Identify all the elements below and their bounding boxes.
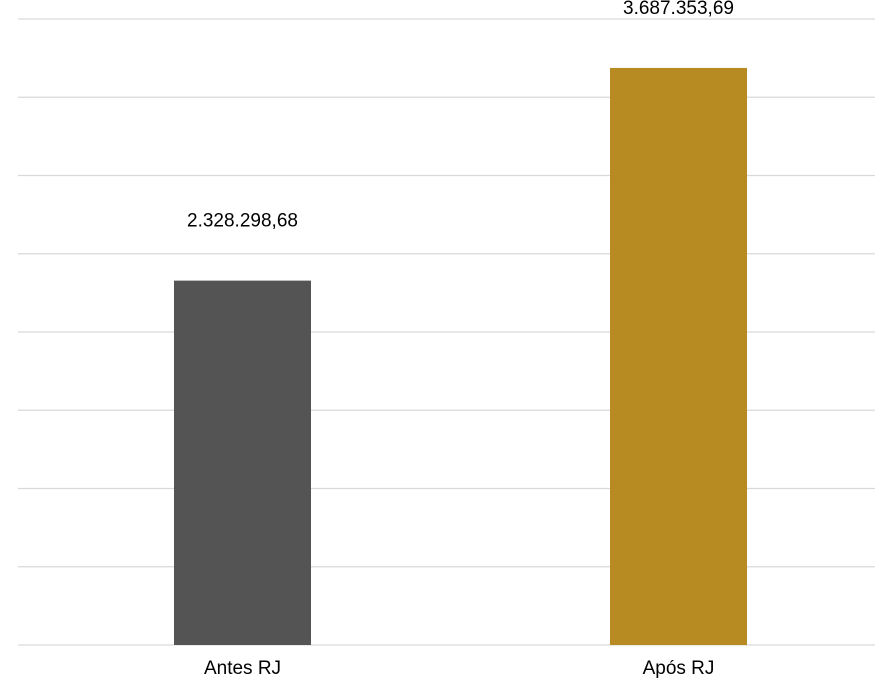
x-axis-tick-label: Após RJ	[643, 658, 715, 679]
bar-value-label: 2.328.298,68	[187, 211, 298, 232]
gridlines	[18, 18, 875, 646]
bar-2	[610, 67, 747, 646]
x-axis-tick-label: Antes RJ	[204, 658, 281, 679]
bars	[174, 67, 747, 646]
bar-value-label: 3.687.353,69	[623, 0, 734, 19]
data-labels: 2.328.298,68 3.687.353,69	[187, 0, 734, 232]
bar-1	[174, 280, 311, 645]
x-axis-tick-labels: Antes RJ Após RJ	[204, 658, 714, 679]
